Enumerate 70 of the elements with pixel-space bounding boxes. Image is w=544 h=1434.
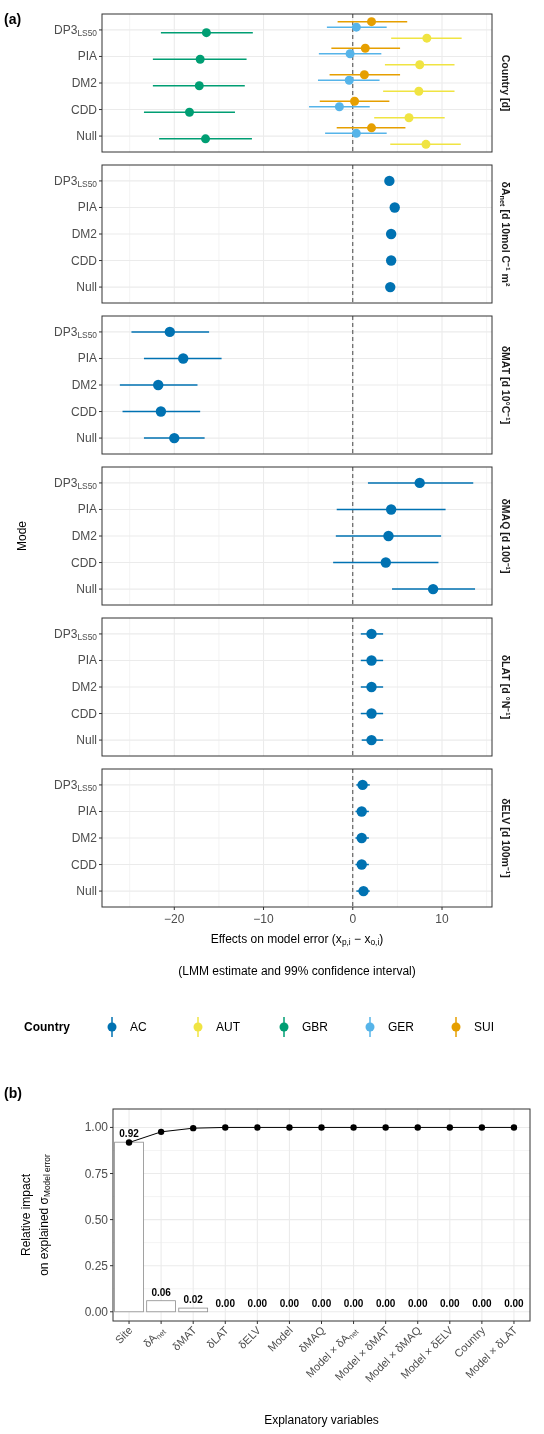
y2-axis-title: Country [d] (500, 54, 512, 112)
y-tick-label: DM2 (71, 680, 98, 694)
y2-axis-title: δLAT [d °N⁻¹] (500, 654, 512, 720)
y-tick-label: 0.50 (84, 1212, 109, 1227)
y-tick-label: PIA (77, 351, 97, 366)
y-tick-label: Null (76, 431, 97, 446)
y-tick-label: Null (76, 884, 97, 899)
y-tick-label: DP3$_{LS50}$ (54, 22, 98, 38)
x-tick-label: −10 (253, 912, 275, 926)
legend-label: AC (130, 1020, 147, 1034)
data-label: 0.00 (247, 1297, 268, 1309)
data-label: 0.00 (215, 1297, 236, 1309)
x-tick-label: −20 (164, 912, 185, 926)
legend-label: SUI (474, 1020, 495, 1034)
data-label: 0.00 (375, 1297, 396, 1309)
text: (b) (4, 1085, 22, 1101)
y-tick-label: DP3$_{LS50}$ (54, 475, 98, 491)
text: (a) (4, 11, 22, 27)
y2-axis-title: δMAQ [d 100⁻¹] (500, 498, 512, 574)
data-label: 0.92 (119, 1128, 140, 1140)
y2-axis-title: δELV [d 100m⁻¹] (500, 798, 512, 878)
y-tick-label: PIA (77, 200, 97, 215)
text: (LMM estimate and 99% confidence interval) (178, 964, 416, 978)
y-tick-label: Null (76, 280, 97, 295)
y-tick-label: CDD (71, 253, 98, 268)
y-tick-label: DM2 (71, 227, 98, 241)
y-tick-label: Null (76, 733, 97, 748)
y-tick-label: PIA (77, 804, 97, 819)
y-tick-label: DP3$_{LS50}$ (54, 777, 98, 793)
y-tick-label: DP3$_{LS50}$ (54, 324, 98, 340)
data-label: 0.00 (408, 1297, 428, 1309)
y-tick-label: 1.00 (84, 1120, 109, 1135)
y-tick-label: 0.25 (84, 1258, 109, 1273)
legend-label: AUT (216, 1020, 241, 1034)
y-tick-label: PIA (77, 502, 97, 517)
y-tick-label: 0.00 (84, 1304, 109, 1319)
x-tick-label: 0 (349, 912, 357, 926)
legend-label: GBR (302, 1020, 329, 1034)
x-axis-title: Explanatory variables (264, 1413, 379, 1427)
y-tick-label: CDD (71, 102, 98, 117)
y-tick-label: CDD (71, 857, 98, 872)
legend-title: Country (24, 1020, 71, 1034)
y-tick-label: DM2 (71, 378, 98, 392)
y-tick-label: DM2 (71, 529, 98, 543)
y-tick-label: DM2 (71, 831, 98, 845)
y-tick-label: CDD (71, 404, 98, 419)
y-tick-label: CDD (71, 706, 98, 721)
data-label: 0.00 (472, 1297, 493, 1309)
y-tick-label: PIA (77, 49, 97, 64)
x-axis-title: Effects on model error (x$_{p,i}$ − x$_{o,i}$) (210, 932, 384, 947)
y-tick-label: Null (76, 129, 97, 144)
y-tick-label: DM2 (71, 76, 98, 90)
data-label: 0.00 (311, 1297, 332, 1309)
y-tick-label: Null (76, 582, 97, 597)
data-label: 0.00 (343, 1297, 364, 1309)
y2-axis-title: δMAT [d 10°C⁻¹] (500, 345, 512, 425)
legend-label: GER (388, 1020, 415, 1034)
data-label: 0.02 (183, 1294, 204, 1306)
y-tick-label: DP3$_{LS50}$ (54, 626, 98, 642)
x-tick-label: 10 (435, 912, 450, 926)
y-tick-label: CDD (71, 555, 98, 570)
y-tick-label: DP3$_{LS50}$ (54, 173, 98, 189)
data-label: 0.06 (151, 1286, 172, 1298)
data-label: 0.00 (440, 1297, 460, 1309)
y-tick-label: PIA (77, 653, 97, 668)
y-tick-label: 0.75 (84, 1166, 109, 1181)
data-label: 0.00 (504, 1297, 525, 1309)
x-tick-label: Site (112, 1323, 135, 1346)
y-axis-title: Mode (15, 520, 29, 552)
data-label: 0.00 (279, 1297, 300, 1309)
